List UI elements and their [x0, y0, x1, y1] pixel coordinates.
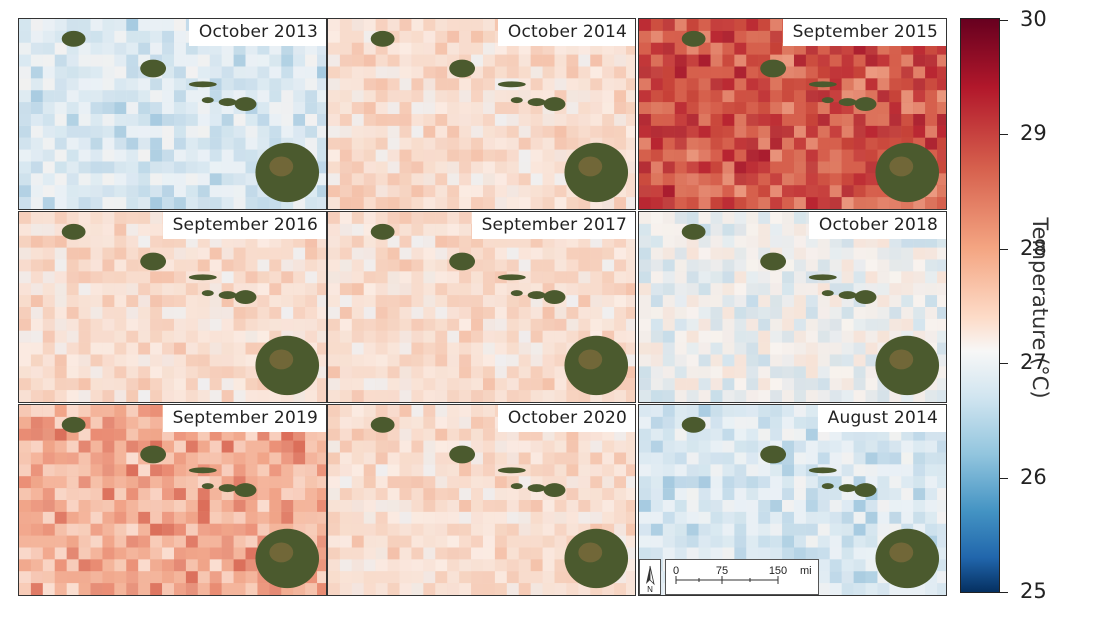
- map-panel: August 2014 N 0 75 150 mi: [638, 404, 947, 596]
- island: [370, 416, 395, 433]
- island: [543, 483, 566, 498]
- tick-label-29: 29: [1020, 120, 1047, 145]
- island: [449, 59, 476, 78]
- island: [140, 445, 167, 464]
- tick-label-30: 30: [1020, 6, 1047, 31]
- island: [61, 416, 86, 433]
- panel-label: October 2018: [808, 212, 946, 239]
- island: [821, 97, 834, 104]
- island: [760, 252, 787, 271]
- island: [234, 290, 257, 305]
- sst-field: [639, 19, 946, 209]
- island: [510, 290, 523, 297]
- sst-field: [328, 212, 635, 402]
- north-arrow: N: [639, 559, 661, 595]
- sst-field: [328, 405, 635, 595]
- panel-label: October 2014: [497, 19, 635, 46]
- panel-label: August 2014: [817, 405, 946, 432]
- island: [854, 483, 877, 498]
- island: [854, 290, 877, 305]
- island: [370, 223, 395, 240]
- island: [681, 30, 706, 47]
- map-panel: September 2016: [18, 211, 327, 403]
- panel-label: September 2019: [162, 405, 326, 432]
- panel-label: September 2016: [162, 212, 326, 239]
- island: [838, 484, 857, 493]
- island: [854, 97, 877, 112]
- island: [449, 252, 476, 271]
- island: [821, 290, 834, 297]
- island: [808, 467, 837, 474]
- north-label: N: [647, 585, 653, 594]
- island: [497, 81, 526, 88]
- colorbar-gradient: [960, 18, 1000, 593]
- sst-field: [639, 212, 946, 402]
- scale-label-0: 0: [673, 565, 679, 577]
- island: [218, 291, 237, 300]
- island: [234, 483, 257, 498]
- island: [497, 467, 526, 474]
- map-panel: September 2017: [327, 211, 636, 403]
- tick-label-25: 25: [1020, 578, 1047, 603]
- sst-field: [19, 19, 326, 209]
- map-panel: October 2018: [638, 211, 947, 403]
- island: [234, 97, 257, 112]
- scale-unit: mi: [800, 565, 812, 577]
- island: [838, 291, 857, 300]
- island: [449, 445, 476, 464]
- island: [838, 98, 857, 107]
- island: [760, 445, 787, 464]
- island: [760, 59, 787, 78]
- colorbar-title: Temperature (°C): [1028, 217, 1052, 399]
- island: [188, 274, 217, 281]
- island: [140, 252, 167, 271]
- scale-label-150: 150: [769, 565, 787, 577]
- island: [527, 98, 546, 107]
- island: [527, 291, 546, 300]
- colorbar: 30 29 28 27 26 25 Temperature (°C): [958, 7, 1108, 603]
- tick-label-26: 26: [1020, 464, 1047, 489]
- tick-label-28: 28: [1020, 235, 1047, 260]
- island: [61, 223, 86, 240]
- scale-bar: 0 75 150 mi: [665, 559, 819, 595]
- island: [201, 483, 214, 490]
- panel-label: September 2015: [782, 19, 946, 46]
- island: [61, 30, 86, 47]
- tick-label-27: 27: [1020, 349, 1047, 374]
- island: [543, 290, 566, 305]
- island: [218, 484, 237, 493]
- island: [510, 483, 523, 490]
- island: [188, 81, 217, 88]
- island: [510, 97, 523, 104]
- map-grid: October 2013 October 2014 September 2015…: [18, 18, 951, 598]
- map-panel: October 2013: [18, 18, 327, 210]
- island: [201, 97, 214, 104]
- map-panel: September 2015: [638, 18, 947, 210]
- island: [218, 98, 237, 107]
- island: [821, 483, 834, 490]
- panel-label: October 2013: [188, 19, 326, 46]
- island: [370, 30, 395, 47]
- island: [681, 416, 706, 433]
- island: [681, 223, 706, 240]
- panel-label: September 2017: [471, 212, 635, 239]
- sst-field: [328, 19, 635, 209]
- panel-label: October 2020: [497, 405, 635, 432]
- island: [808, 81, 837, 88]
- island: [201, 290, 214, 297]
- island: [497, 274, 526, 281]
- island: [140, 59, 167, 78]
- map-panel: September 2019: [18, 404, 327, 596]
- island: [543, 97, 566, 112]
- island: [188, 467, 217, 474]
- scale-label-75: 75: [716, 565, 728, 577]
- map-panel: October 2020: [327, 404, 636, 596]
- island: [527, 484, 546, 493]
- sst-field: [19, 405, 326, 595]
- map-panel: October 2014: [327, 18, 636, 210]
- island: [808, 274, 837, 281]
- sst-field: [19, 212, 326, 402]
